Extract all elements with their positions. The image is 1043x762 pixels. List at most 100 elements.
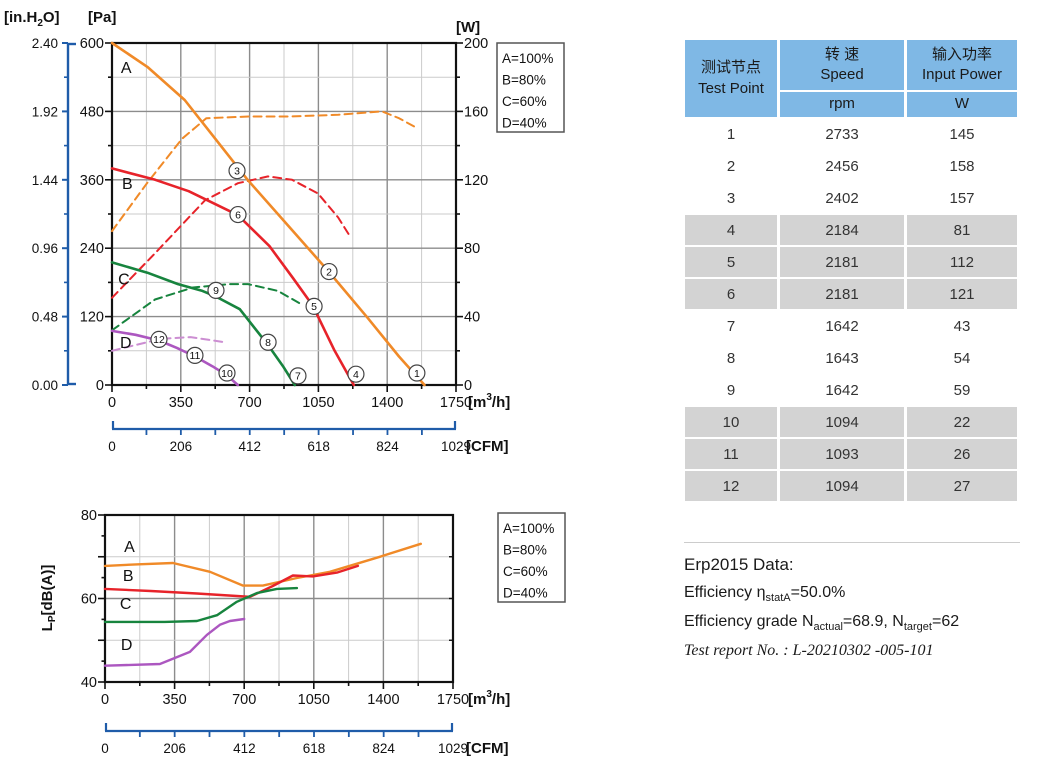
svg-text:11: 11	[190, 350, 201, 362]
table-row: 5 2181 112	[685, 247, 1017, 277]
svg-text:1.44: 1.44	[32, 173, 59, 188]
svg-text:1750: 1750	[437, 692, 469, 708]
table-row: 11 1093 26	[685, 439, 1017, 469]
inh2o-axis-label: [in.H2O]	[4, 9, 60, 29]
svg-text:2: 2	[326, 266, 332, 278]
svg-text:3: 3	[234, 165, 240, 177]
svg-text:1750: 1750	[440, 395, 472, 411]
noise-curve-D	[103, 617, 246, 667]
power-curve-D-power	[111, 336, 226, 352]
noise-curve-A	[103, 542, 422, 587]
svg-text:8: 8	[265, 337, 271, 349]
svg-text:0: 0	[101, 741, 109, 756]
table-row: 7 1642 43	[685, 311, 1017, 341]
noise-chart: 40 60 80 0 350 700 1050 1400 1750[m3/h] LP[dB(A)]…	[39, 508, 566, 757]
svg-text:350: 350	[162, 692, 186, 708]
svg-text:360: 360	[80, 173, 104, 189]
pressure-curve-B	[110, 167, 356, 387]
svg-text:A=100%: A=100%	[503, 521, 554, 536]
svg-text:480: 480	[80, 104, 104, 120]
test-point-marker-6: 6	[229, 205, 247, 224]
table-row: 6 2181 121	[685, 279, 1017, 309]
svg-text:60: 60	[81, 592, 97, 608]
header-input-power-en: Input Power	[921, 66, 1003, 83]
svg-text:B=80%: B=80%	[503, 543, 547, 558]
svg-text:0: 0	[101, 692, 109, 708]
svg-text:0: 0	[108, 439, 116, 454]
header-test-point-zh: 测试节点	[700, 59, 761, 77]
svg-text:700: 700	[237, 395, 261, 411]
svg-text:0.00: 0.00	[32, 378, 58, 393]
svg-text:1050: 1050	[302, 395, 334, 411]
svg-text:D=40%: D=40%	[503, 586, 548, 601]
svg-text:12: 12	[153, 334, 165, 346]
lp-axis-label: LP[dB(A)]	[39, 565, 58, 632]
noise-curve-label-D: D	[121, 637, 133, 654]
svg-text:10: 10	[221, 368, 233, 380]
header-input-power: 输入功率 Input Power	[907, 40, 1017, 90]
test-point-marker-10: 10	[218, 364, 236, 382]
svg-text:200: 200	[464, 36, 488, 52]
svg-text:1050: 1050	[298, 692, 330, 708]
curve-label-B: B	[122, 176, 133, 193]
svg-text:A=100%: A=100%	[502, 51, 553, 66]
svg-text:412: 412	[233, 741, 256, 756]
pressure-curve-A	[110, 41, 426, 387]
svg-text:600: 600	[80, 36, 104, 52]
cfm-axis-label-noise: [CFM]	[466, 740, 508, 757]
w-axis-label: [W]	[456, 19, 480, 36]
erp-data-block: Erp2015 Data: Efficiency ηstatA=50.0% Ef…	[684, 542, 1020, 660]
svg-text:6: 6	[235, 209, 241, 221]
header-test-point: 测试节点 Test Point	[685, 40, 777, 117]
header-input-power-zh: 输入功率	[931, 45, 992, 63]
test-point-marker-9: 9	[207, 281, 225, 299]
chart-legend: A=100% B=80% C=60% D=40%	[497, 512, 566, 603]
header-speed: 转 速 Speed	[780, 40, 904, 90]
svg-text:0.48: 0.48	[32, 310, 58, 325]
noise-curve-label-B: B	[123, 568, 134, 585]
svg-text:120: 120	[80, 310, 104, 326]
erp-grade-line: Efficiency grade Nactual=68.9, Ntarget=6…	[684, 613, 960, 634]
flow-axis-label-noise: [m3/h]	[468, 689, 510, 708]
noise-curve-C	[103, 586, 299, 624]
svg-text:B=80%: B=80%	[502, 73, 546, 88]
svg-text:206: 206	[163, 741, 186, 756]
noise-curve-label-C: C	[120, 596, 132, 613]
svg-text:412: 412	[238, 439, 261, 454]
svg-text:2.40: 2.40	[32, 36, 58, 51]
test-point-marker-5: 5	[305, 297, 323, 315]
svg-text:9: 9	[213, 285, 219, 297]
svg-text:4: 4	[353, 369, 359, 381]
svg-text:5: 5	[311, 301, 317, 313]
svg-text:1400: 1400	[371, 395, 403, 411]
svg-text:206: 206	[170, 439, 193, 454]
pressure-curve-C	[110, 261, 297, 387]
flow-axis-label: [m3/h]	[468, 392, 510, 411]
erp-title: Erp2015 Data:	[684, 555, 794, 574]
table-row: 12 1094 27	[685, 471, 1017, 501]
header-speed-unit: rpm	[780, 92, 904, 117]
svg-text:0: 0	[108, 395, 116, 411]
svg-text:618: 618	[307, 439, 330, 454]
test-point-table-grid: 测试节点 Test Point 转 速 Speed 输入功率 Input Pow…	[682, 38, 1020, 503]
header-test-point-en: Test Point	[698, 79, 764, 97]
svg-text:240: 240	[80, 241, 104, 257]
test-point-marker-12: 12	[150, 330, 168, 348]
test-point-marker-11: 11	[186, 346, 204, 364]
svg-text:C=60%: C=60%	[503, 564, 548, 579]
test-point-marker-4: 4	[347, 365, 365, 383]
table-row: 4 2184 81	[685, 215, 1017, 245]
svg-text:618: 618	[303, 741, 326, 756]
svg-text:700: 700	[232, 692, 256, 708]
svg-text:C=60%: C=60%	[502, 94, 547, 109]
svg-text:160: 160	[464, 104, 488, 120]
erp-report-line: Test report No. : L-20210302 -005-101	[684, 642, 934, 660]
svg-text:0: 0	[96, 378, 104, 394]
power-curve-C-power	[111, 283, 303, 332]
header-speed-zh: 转 速	[824, 45, 860, 63]
table-row: 3 2402 157	[685, 183, 1017, 213]
pa-axis-label: [Pa]	[88, 9, 116, 26]
svg-text:1.92: 1.92	[32, 104, 58, 119]
